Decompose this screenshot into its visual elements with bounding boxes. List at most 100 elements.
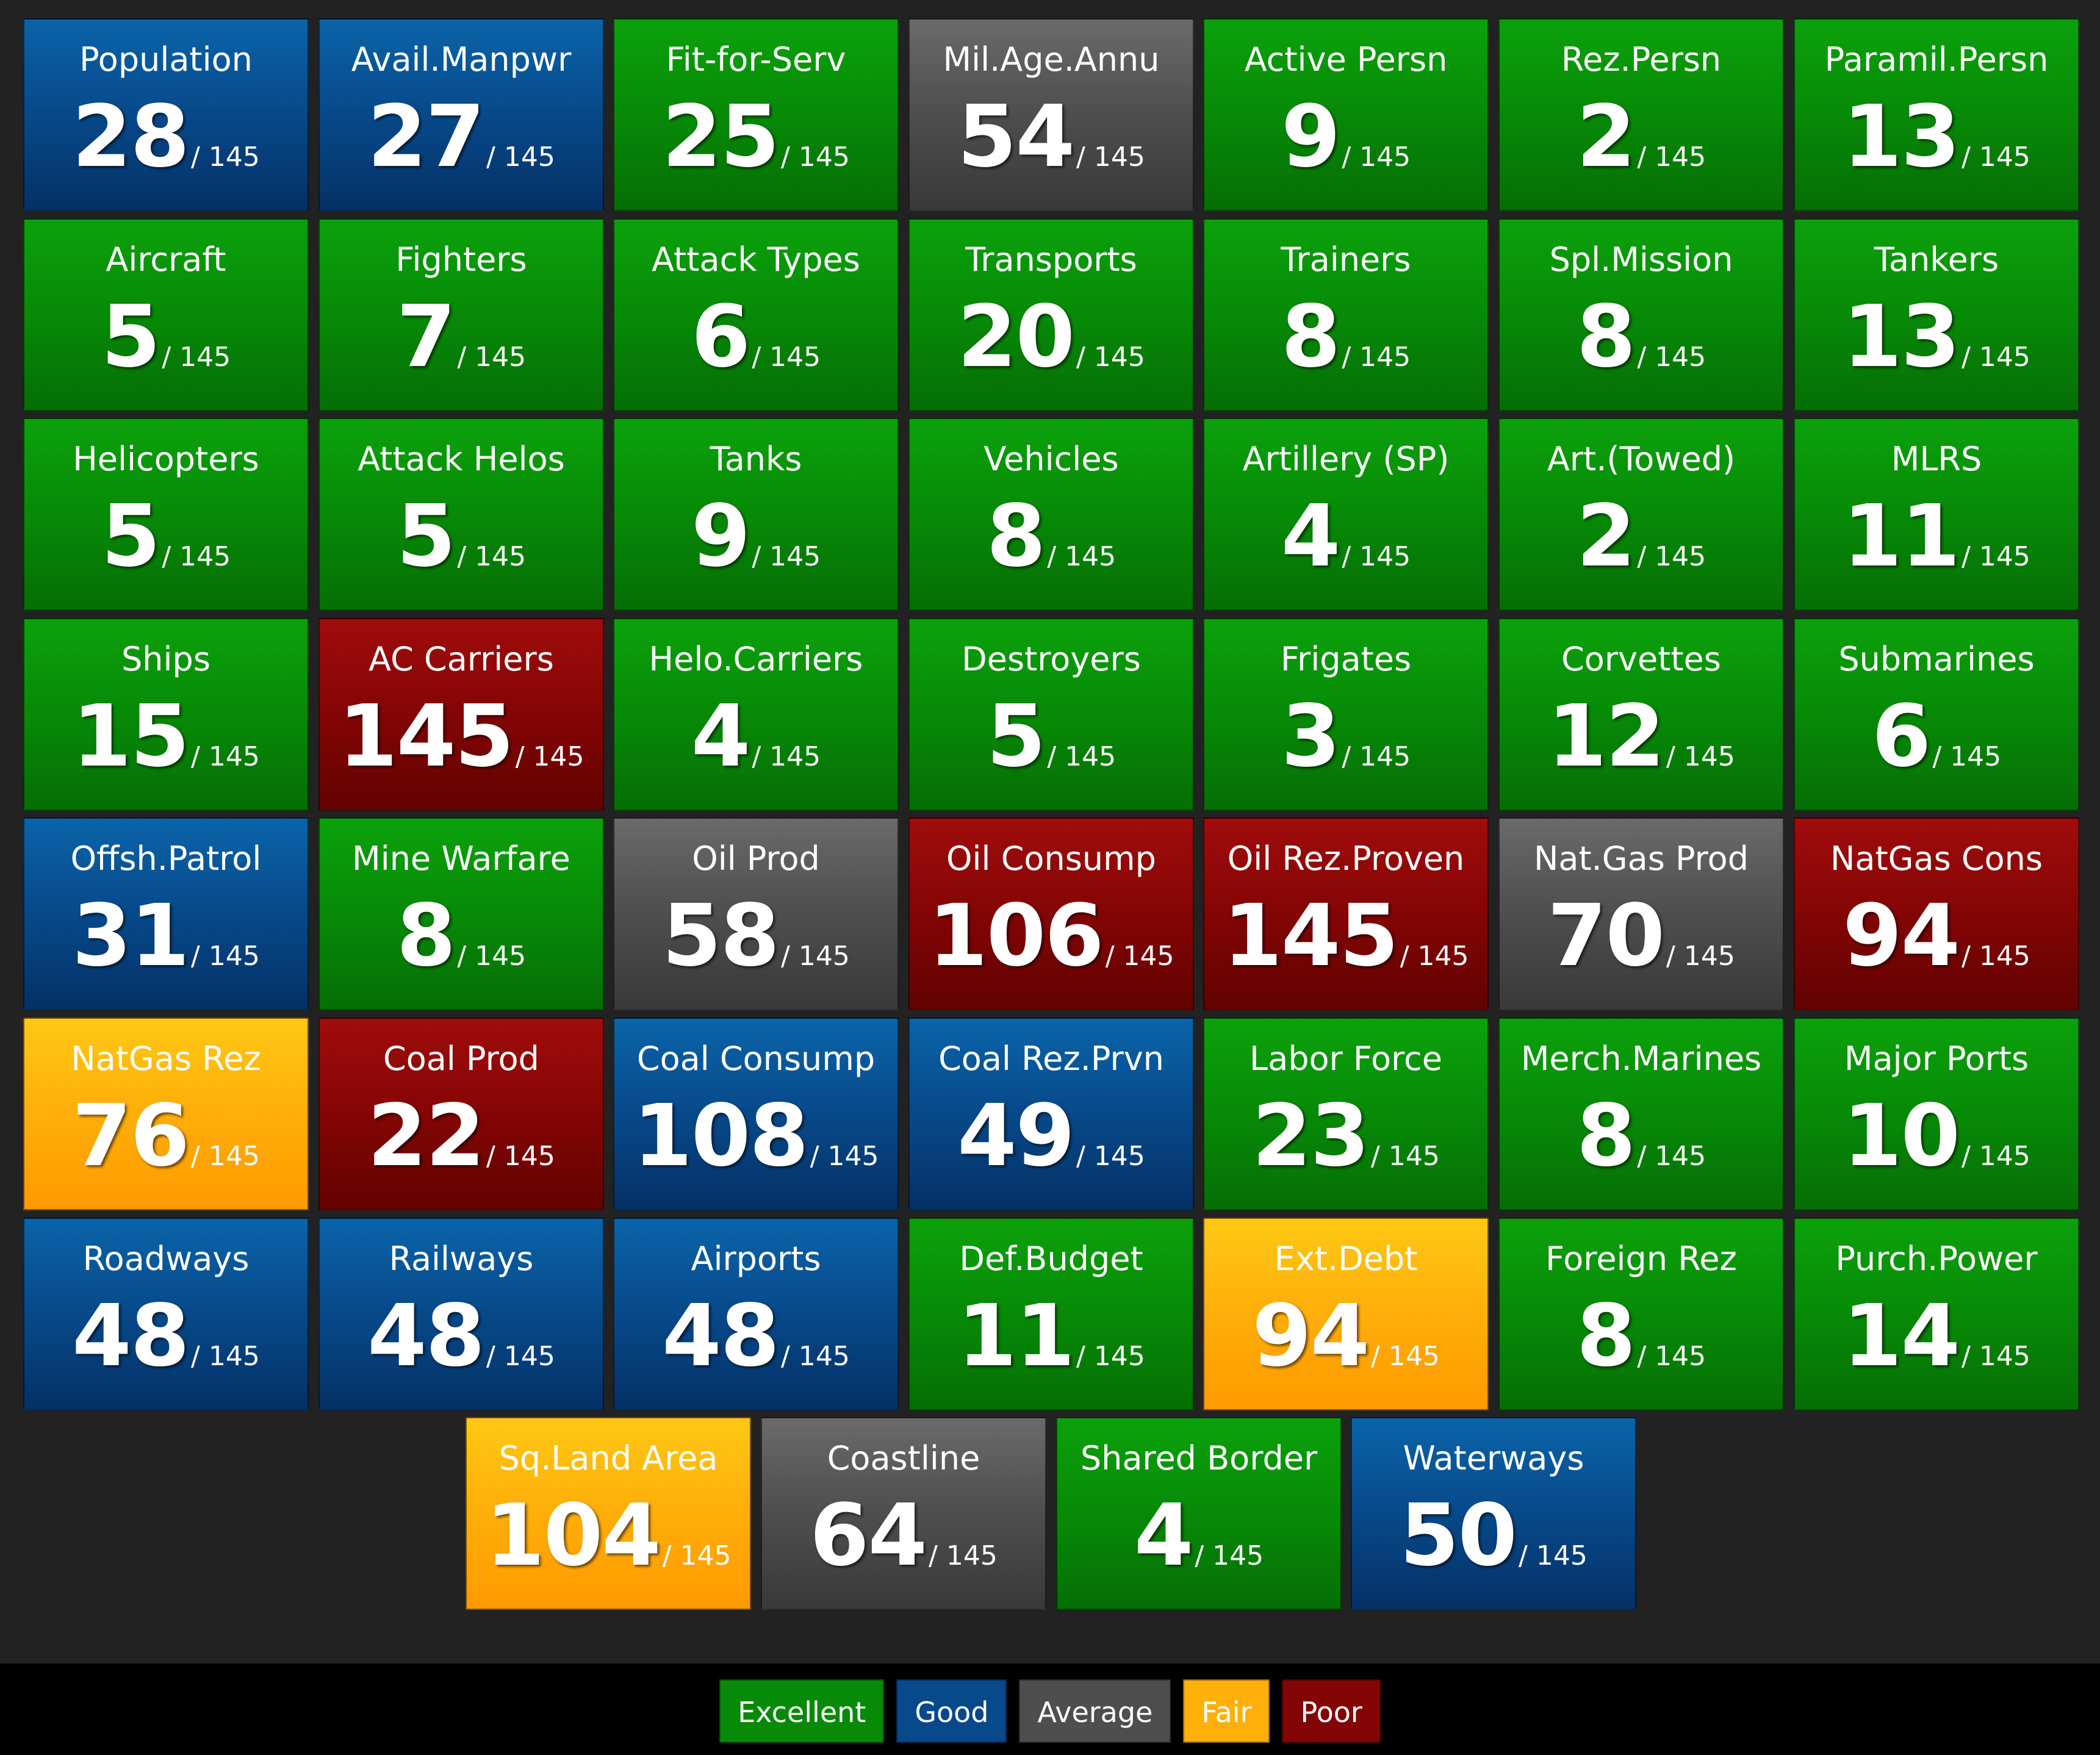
- tile-value: 76/ 145: [24, 1091, 307, 1208]
- tile-label: Coal Rez.Prvn: [938, 1039, 1164, 1078]
- tile-total: / 145: [191, 941, 260, 972]
- tile-label: Def.Budget: [959, 1240, 1143, 1278]
- tile-rank: 106: [928, 886, 1104, 986]
- tile-total: / 145: [1962, 1341, 2030, 1372]
- tile-total: / 145: [662, 1540, 732, 1571]
- tile-value: 64/ 145: [762, 1490, 1045, 1607]
- tile-value: 5/ 145: [24, 491, 307, 608]
- tile-value: 25/ 145: [614, 92, 897, 209]
- tile-value: 5/ 145: [910, 691, 1193, 808]
- tile-rank: 3: [1281, 687, 1340, 786]
- tile-value: 11/ 145: [910, 1291, 1193, 1408]
- tile-rank: 8: [396, 886, 456, 986]
- tile-rank: 13: [1843, 87, 1960, 187]
- tile-total: / 145: [191, 741, 260, 772]
- tile-label: Purch.Power: [1835, 1240, 2038, 1278]
- tile-rank: 7: [396, 287, 456, 387]
- tile-total: / 145: [1637, 142, 1706, 173]
- tile-rank: 5: [101, 487, 160, 586]
- tile-value: 50/ 145: [1352, 1490, 1635, 1607]
- tile-value: 4/ 145: [614, 691, 897, 808]
- tile-label: Oil Rez.Proven: [1227, 839, 1465, 878]
- tile-total: / 145: [1342, 541, 1411, 572]
- tile-label: NatGas Rez: [71, 1039, 261, 1078]
- tile-label: Active Persn: [1244, 40, 1448, 79]
- rank-tile: Oil Consump 106/ 145: [908, 817, 1194, 1010]
- tile-label: Frigates: [1280, 640, 1412, 678]
- tile-rank: 70: [1547, 886, 1665, 986]
- tile-rank: 8: [1576, 287, 1636, 387]
- rank-tile: Trainers 8/ 145: [1203, 218, 1489, 411]
- tile-value: 7/ 145: [320, 292, 603, 409]
- tile-total: / 145: [781, 142, 850, 173]
- tile-value: 8/ 145: [1204, 292, 1487, 409]
- tile-rank: 94: [1252, 1287, 1370, 1386]
- tile-label: Paramil.Persn: [1824, 40, 2049, 79]
- tile-rank: 49: [957, 1086, 1075, 1186]
- rank-tile: Spl.Mission 8/ 145: [1498, 218, 1784, 411]
- tile-rank: 58: [662, 886, 780, 986]
- tile-value: 14/ 145: [1795, 1291, 2078, 1408]
- rank-tile: Frigates 3/ 145: [1203, 618, 1489, 811]
- tile-label: Submarines: [1838, 640, 2035, 678]
- tile-total: / 145: [486, 142, 555, 173]
- tile-total: / 145: [1342, 741, 1411, 772]
- tile-label: Transports: [965, 240, 1137, 279]
- rank-tile: Ships 15/ 145: [23, 618, 309, 811]
- tile-total: / 145: [781, 941, 850, 972]
- tile-value: 5/ 145: [24, 292, 307, 409]
- tile-label: Rez.Persn: [1561, 40, 1722, 79]
- tile-label: Attack Helos: [358, 440, 565, 478]
- rank-tile: Attack Helos 5/ 145: [318, 418, 604, 611]
- rank-tile: Coal Rez.Prvn 49/ 145: [908, 1017, 1194, 1210]
- tile-value: 4/ 145: [1204, 491, 1487, 608]
- tile-total: / 145: [1962, 941, 2030, 972]
- tile-total: / 145: [1076, 342, 1145, 373]
- tile-label: Mine Warfare: [352, 839, 570, 878]
- tile-label: Merch.Marines: [1520, 1039, 1762, 1078]
- rank-tile: Avail.Manpwr 27/ 145: [318, 18, 604, 211]
- tile-total: / 145: [1371, 1141, 1440, 1172]
- rank-tile: MLRS 11/ 145: [1794, 418, 2079, 611]
- tile-rank: 6: [1871, 687, 1931, 786]
- tile-total: / 145: [486, 1341, 555, 1372]
- tile-value: 104/ 145: [467, 1490, 750, 1607]
- rank-tile: NatGas Rez 76/ 145: [23, 1017, 309, 1210]
- rank-tile: Coal Consump 108/ 145: [613, 1017, 899, 1210]
- tile-rank: 8: [986, 487, 1046, 586]
- rank-tile: Active Persn 9/ 145: [1203, 18, 1489, 211]
- tile-value: 9/ 145: [1204, 92, 1487, 209]
- tile-label: Avail.Manpwr: [351, 40, 572, 79]
- rank-tile: Corvettes 12/ 145: [1498, 618, 1784, 811]
- rank-tile: Helicopters 5/ 145: [23, 418, 309, 611]
- tile-rank: 11: [1843, 487, 1960, 586]
- tile-label: Ships: [121, 640, 210, 678]
- tile-label: Trainers: [1281, 240, 1411, 279]
- tile-value: 15/ 145: [24, 691, 307, 808]
- tile-total: / 145: [752, 342, 821, 373]
- tile-total: / 145: [1962, 541, 2030, 572]
- tile-rank: 11: [957, 1287, 1075, 1386]
- tile-value: 11/ 145: [1795, 491, 2078, 608]
- tile-value: 108/ 145: [614, 1091, 897, 1208]
- tile-total: / 145: [1637, 1141, 1706, 1172]
- tile-label: MLRS: [1891, 440, 1982, 478]
- rank-tile: Coastline 64/ 145: [761, 1417, 1046, 1610]
- tile-value: 145/ 145: [320, 691, 603, 808]
- tile-label: Shared Border: [1080, 1439, 1318, 1477]
- tile-label: AC Carriers: [369, 640, 554, 678]
- tile-label: Destroyers: [962, 640, 1141, 678]
- tile-total: / 145: [1962, 142, 2030, 173]
- tile-rank: 28: [72, 87, 190, 187]
- tile-rank: 12: [1547, 687, 1665, 786]
- tile-label: Labor Force: [1250, 1039, 1442, 1078]
- legend-item-excellent: Excellent: [719, 1679, 885, 1743]
- tile-label: Helo.Carriers: [649, 640, 863, 678]
- rank-tile: NatGas Cons 94/ 145: [1794, 817, 2079, 1010]
- rank-tile: Population 28/ 145: [23, 18, 309, 211]
- tile-value: 12/ 145: [1500, 691, 1783, 808]
- tile-label: Oil Consump: [946, 839, 1156, 878]
- tile-rank: 25: [662, 87, 780, 187]
- rank-tile: Merch.Marines 8/ 145: [1498, 1017, 1784, 1210]
- rank-tile: AC Carriers 145/ 145: [318, 618, 604, 811]
